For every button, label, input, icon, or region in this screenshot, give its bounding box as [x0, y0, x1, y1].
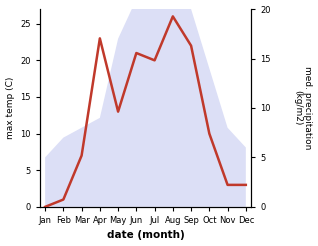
Y-axis label: max temp (C): max temp (C): [5, 77, 15, 139]
Y-axis label: med. precipitation
(kg/m2): med. precipitation (kg/m2): [293, 66, 313, 150]
X-axis label: date (month): date (month): [107, 231, 184, 240]
